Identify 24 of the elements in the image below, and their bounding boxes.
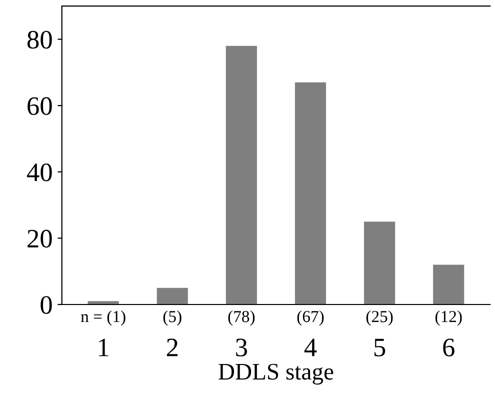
x-tick-label: 2 [166, 338, 178, 356]
bar [433, 264, 464, 304]
y-tick-label: 60 [28, 97, 52, 115]
data-label: (12) [435, 310, 462, 326]
y-tick-label: 20 [28, 230, 52, 248]
x-tick-label: 3 [236, 338, 247, 356]
bar [294, 82, 326, 304]
data-label: (67) [297, 310, 324, 326]
data-label: (78) [228, 310, 255, 326]
data-label: n = (1) [80, 310, 126, 326]
x-tick-label: 1 [99, 338, 108, 356]
x-axis-title: DDLS stage [218, 364, 334, 385]
data-label: (25) [366, 310, 393, 326]
bar [88, 301, 119, 304]
data-label: (5) [163, 310, 182, 326]
bar [226, 46, 257, 304]
y-tick-label: 0 [40, 296, 52, 314]
y-tick-label: 40 [26, 163, 52, 182]
bar [156, 288, 188, 304]
y-tick-label: 80 [27, 30, 52, 49]
x-tick-label: 6 [443, 338, 454, 356]
x-tick-label: 4 [304, 338, 317, 356]
x-tick-label: 5 [374, 338, 386, 356]
bar [364, 222, 396, 304]
